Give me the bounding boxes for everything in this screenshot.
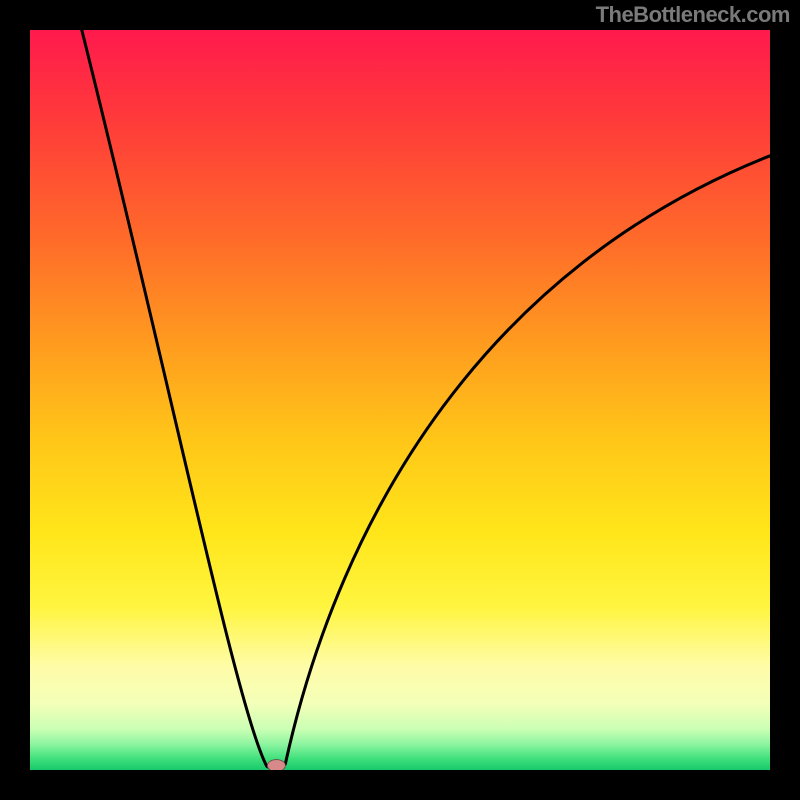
frame-left bbox=[0, 0, 30, 800]
optimum-marker bbox=[267, 760, 285, 772]
bottleneck-chart bbox=[0, 0, 800, 800]
chart-container: TheBottleneck.com bbox=[0, 0, 800, 800]
plot-background bbox=[30, 30, 770, 770]
frame-right bbox=[770, 0, 800, 800]
watermark-text: TheBottleneck.com bbox=[596, 2, 790, 28]
frame-bottom bbox=[0, 770, 800, 800]
